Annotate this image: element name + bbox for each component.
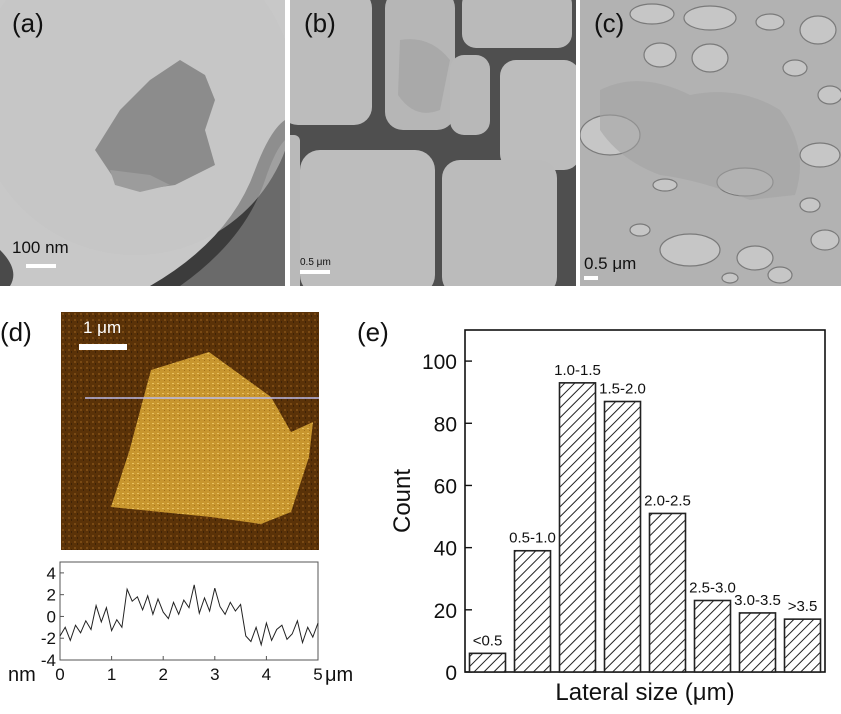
tem-c-graphic	[580, 0, 841, 286]
scale-bar-a	[26, 264, 56, 268]
histogram-bar-label: 1.5-2.0	[599, 381, 646, 398]
profile-x-tick-label: 4	[262, 665, 271, 684]
afm-image-d: 1 μm	[61, 312, 319, 550]
histogram-bar-label: 1.0-1.5	[554, 362, 601, 379]
histogram-bar-label: 2.5-3.0	[689, 579, 736, 596]
tem-image-b: (b) 0.5 μm	[290, 0, 576, 286]
afm-graphic	[61, 312, 319, 550]
profile-y-tick-label: 4	[47, 564, 56, 583]
tem-image-c: (c) 0.5 μm	[580, 0, 841, 286]
tem-b-graphic	[290, 0, 576, 286]
scale-label-c: 0.5 μm	[584, 254, 637, 273]
scale-label-a: 100 nm	[12, 238, 69, 257]
scale-label-b: 0.5 μm	[300, 257, 331, 268]
profile-x-tick-label: 3	[210, 665, 219, 684]
scale-bar-c	[584, 276, 598, 280]
profile-y-tick-label: -2	[41, 629, 56, 648]
histogram-bar-label: 0.5-1.0	[509, 530, 556, 547]
histogram-x-axis-label: Lateral size (μm)	[555, 679, 734, 706]
histogram-y-tick-label: 60	[434, 475, 457, 498]
profile-x-tick-label: 2	[158, 665, 167, 684]
panel-label-d: (d)	[0, 317, 32, 347]
histogram-bar-label: <0.5	[473, 632, 503, 649]
panel-label-a: (a)	[12, 8, 44, 38]
histogram-plot-frame	[464, 329, 826, 673]
profile-x-unit: μm	[325, 664, 353, 686]
panel-label-b: (b)	[304, 8, 336, 38]
panel-label-e: (e)	[357, 317, 389, 347]
scale-bar-b	[300, 270, 330, 274]
panel-label-c: (c)	[594, 8, 625, 38]
histogram-bar	[783, 618, 822, 673]
profile-plot-frame	[59, 561, 319, 661]
histogram-bar	[648, 512, 687, 673]
profile-x-tick-label: 5	[313, 665, 322, 684]
histogram-bar	[558, 382, 597, 673]
histogram-bar	[738, 612, 777, 673]
histogram-bar-label: 2.0-2.5	[644, 492, 691, 509]
histogram-y-tick-label: 20	[434, 600, 457, 623]
histogram-y-tick-label: 0	[445, 662, 457, 685]
histogram-bar	[468, 652, 507, 673]
histogram-y-tick-label: 40	[434, 538, 457, 561]
histogram-bar	[513, 549, 552, 673]
profile-x-tick-label: 0	[55, 665, 64, 684]
histogram-bar	[693, 599, 732, 673]
profile-y-tick-label: 0	[47, 607, 56, 626]
profile-y-tick-label: 2	[47, 586, 56, 605]
lateral-size-histogram: 0 20 40 60 80 100 <0.5 0.5-1.0 1.0-1.5 1.5-2.0 2.…	[389, 329, 826, 706]
histogram-y-tick-label: 80	[434, 413, 457, 436]
histogram-y-tick-label: 100	[422, 351, 457, 374]
profile-y-unit: nm	[8, 664, 36, 686]
histogram-bar	[603, 400, 642, 673]
profile-series-line	[59, 584, 319, 647]
scale-bar-d	[79, 344, 127, 350]
histogram-bar-label: 3.0-3.5	[734, 592, 781, 609]
scale-label-d: 1 μm	[83, 318, 122, 337]
histogram-bar-label: >3.5	[788, 598, 818, 615]
profile-y-tick-label: -4	[41, 651, 56, 670]
histogram-y-axis-label: Count	[389, 469, 416, 533]
profile-x-tick-label: 1	[107, 665, 116, 684]
height-profile-chart: 420-2-40 1 2 3 4 5 nm μm	[8, 561, 353, 686]
tem-a-graphic	[0, 0, 285, 286]
tem-image-a: (a) 100 nm	[0, 0, 285, 286]
